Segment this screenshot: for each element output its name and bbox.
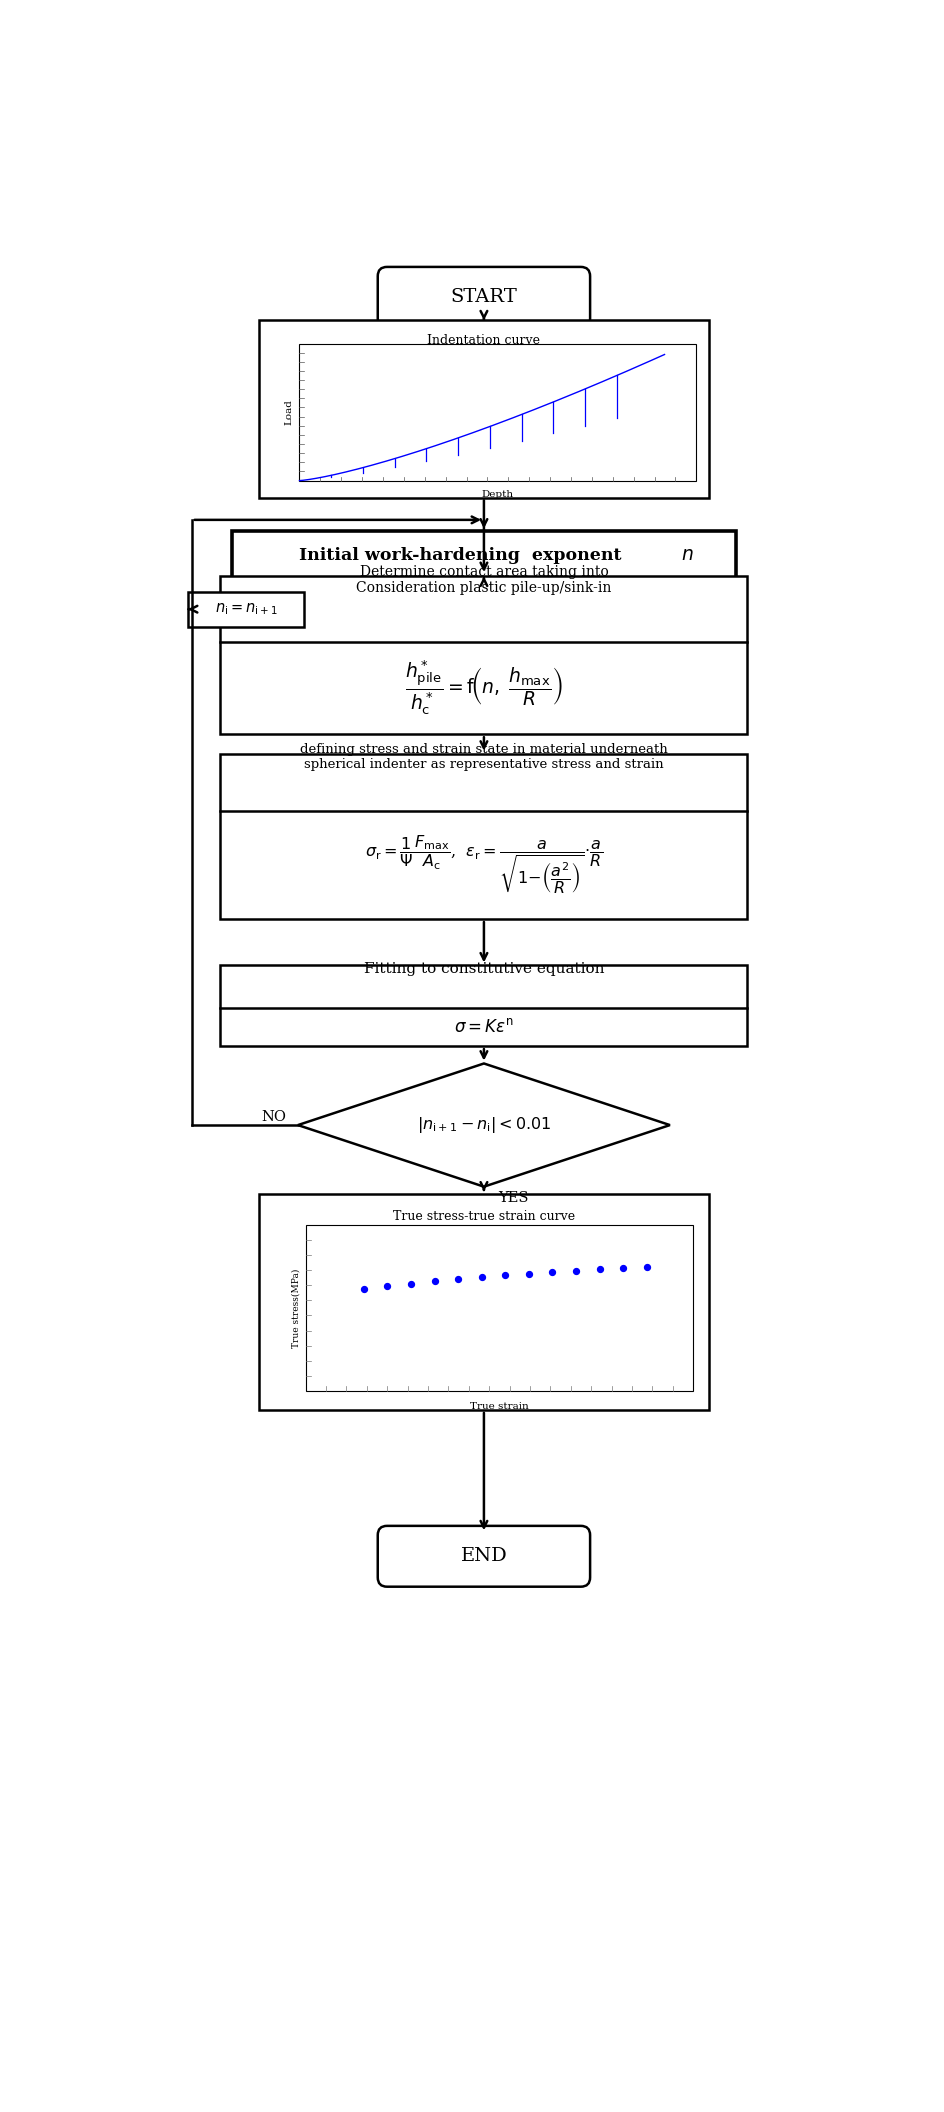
Point xyxy=(545,1255,560,1288)
Point xyxy=(379,1269,395,1303)
Bar xyxy=(220,754,747,919)
Point xyxy=(356,1271,371,1305)
Point xyxy=(521,1257,536,1290)
Polygon shape xyxy=(297,1064,669,1187)
Bar xyxy=(188,591,304,627)
Text: defining stress and strain state in material underneath
spherical indenter as re: defining stress and strain state in mate… xyxy=(300,743,667,771)
Text: NO: NO xyxy=(261,1111,286,1124)
FancyBboxPatch shape xyxy=(378,1525,589,1586)
Bar xyxy=(220,577,747,735)
Point xyxy=(591,1252,606,1286)
Text: START: START xyxy=(450,289,516,306)
Bar xyxy=(259,1195,708,1411)
Point xyxy=(615,1250,630,1284)
Text: Depth: Depth xyxy=(481,490,514,498)
Text: Load: Load xyxy=(284,399,294,425)
Point xyxy=(403,1267,418,1301)
Point xyxy=(474,1261,489,1295)
Text: Determine contact area taking into
Consideration plastic pile-up/sink-in: Determine contact area taking into Consi… xyxy=(356,566,611,596)
Text: Initial work-hardening  exponent: Initial work-hardening exponent xyxy=(299,547,621,564)
Bar xyxy=(305,1225,693,1390)
Text: True stress-true strain curve: True stress-true strain curve xyxy=(393,1210,574,1223)
Text: $n$: $n$ xyxy=(680,547,693,564)
Text: True stress(MPa): True stress(MPa) xyxy=(292,1269,300,1347)
Text: $n_{\rm i}{=}n_{{\rm i}+1}$: $n_{\rm i}{=}n_{{\rm i}+1}$ xyxy=(214,602,277,617)
Text: Indentation curve: Indentation curve xyxy=(427,334,540,346)
Text: True strain: True strain xyxy=(469,1402,529,1411)
Point xyxy=(427,1265,442,1299)
Text: $\sigma_{\rm r}{=}\dfrac{1}{\Psi}\dfrac{F_{\rm max}}{A_{\rm c}}$,  $\varepsilon_: $\sigma_{\rm r}{=}\dfrac{1}{\Psi}\dfrac{… xyxy=(364,834,602,895)
FancyBboxPatch shape xyxy=(378,266,589,327)
Point xyxy=(450,1263,465,1297)
Bar xyxy=(232,532,735,579)
Text: YES: YES xyxy=(497,1191,528,1204)
Bar xyxy=(259,321,708,498)
Text: $\dfrac{h^*_{\rm pile}}{h^*_{\rm c}}={\rm f}\!\left(n,\;\dfrac{h_{\rm max}}{R}\r: $\dfrac{h^*_{\rm pile}}{h^*_{\rm c}}={\r… xyxy=(404,659,563,718)
Point xyxy=(497,1259,513,1293)
Text: $\sigma{=}K\varepsilon^{\rm n}$: $\sigma{=}K\varepsilon^{\rm n}$ xyxy=(453,1018,514,1035)
Text: Fitting to constitutive equation: Fitting to constitutive equation xyxy=(363,963,603,976)
Point xyxy=(638,1250,653,1284)
Text: $|n_{{\rm i}+1}-n_{{\rm i}}|<0.01$: $|n_{{\rm i}+1}-n_{{\rm i}}|<0.01$ xyxy=(416,1115,550,1134)
Bar xyxy=(299,344,696,482)
Point xyxy=(567,1255,582,1288)
Bar xyxy=(220,965,747,1045)
Text: END: END xyxy=(460,1548,507,1565)
